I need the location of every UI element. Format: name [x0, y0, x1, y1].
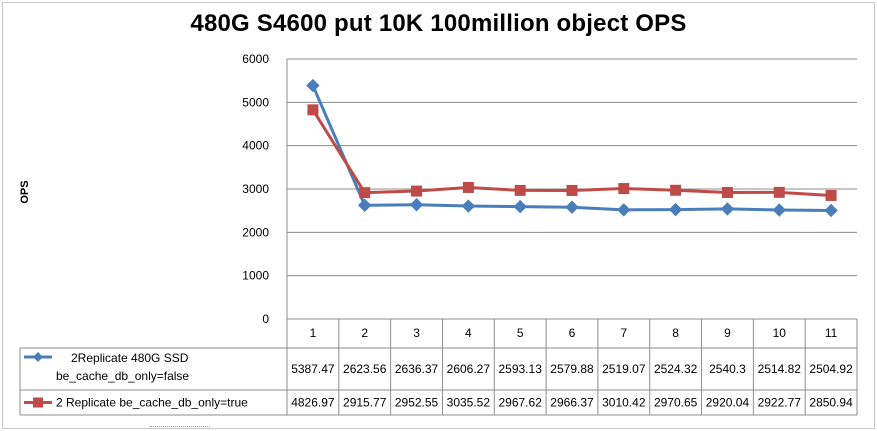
legend-key-marker	[33, 397, 43, 408]
chart-title: 480G S4600 put 10K 100million object OPS	[190, 10, 687, 37]
data-point	[670, 184, 682, 196]
x-tick-label: 3	[413, 326, 420, 340]
table-cell: 2967.62	[498, 396, 542, 410]
table-cell: 3010.42	[602, 396, 646, 410]
y-tick-label: 6000	[242, 52, 269, 66]
table-cell: 2514.82	[758, 362, 802, 376]
x-tick-label: 5	[517, 326, 524, 340]
x-tick-label: 1	[310, 326, 317, 340]
data-point	[617, 203, 631, 217]
table-cell: 2970.65	[654, 396, 698, 410]
data-point	[307, 104, 319, 116]
legend-label: be_cache_db_only=false	[56, 369, 189, 383]
data-point	[461, 199, 476, 213]
table-cell: 3035.52	[447, 396, 491, 410]
table-cell: 2922.77	[758, 396, 802, 410]
data-point	[409, 198, 424, 212]
legend-label: 2Replicate 480G SSD	[71, 351, 189, 365]
table-cell: 2636.37	[395, 362, 439, 376]
data-point	[824, 203, 838, 218]
data-point	[514, 184, 526, 196]
y-tick-label: 0	[262, 312, 269, 326]
table-cell: 2579.88	[550, 362, 594, 376]
table-cell: 2920.04	[706, 396, 750, 410]
table-cell: 2915.77	[343, 396, 387, 410]
data-point	[618, 183, 630, 195]
legend-key-marker	[33, 352, 43, 362]
divider	[150, 426, 210, 429]
table-cell: 4826.97	[291, 396, 335, 410]
table-cell: 2524.32	[654, 362, 698, 376]
y-tick-label: 4000	[242, 139, 269, 153]
table-cell: 2606.27	[447, 362, 491, 376]
y-tick-label: 5000	[242, 95, 269, 109]
y-tick-label: 2000	[242, 225, 269, 239]
data-point	[462, 181, 474, 193]
data-point	[566, 184, 578, 196]
table-cell: 2519.07	[602, 362, 646, 376]
table-cell: 2952.55	[395, 396, 439, 410]
table-cell: 2623.56	[343, 362, 387, 376]
table-cell: 2504.92	[809, 362, 853, 376]
x-tick-label: 4	[465, 326, 472, 340]
data-point	[668, 202, 683, 217]
x-tick-label: 11	[825, 326, 838, 340]
x-tick-label: 6	[569, 326, 576, 340]
data-point	[720, 202, 735, 216]
y-tick-label: 1000	[242, 269, 269, 283]
table-cell: 5387.47	[291, 362, 335, 376]
data-point	[306, 78, 320, 93]
data-point	[772, 203, 786, 217]
x-tick-label: 10	[773, 326, 787, 340]
x-tick-label: 8	[672, 326, 679, 340]
table-cell: 2966.37	[550, 396, 594, 410]
legend-label: 2 Replicate be_cache_db_only=true	[56, 396, 248, 410]
table-cell: 2850.94	[809, 396, 853, 410]
table-cell: 2540.3	[709, 362, 746, 376]
table-cell: 2593.13	[498, 362, 542, 376]
data-point	[721, 186, 733, 198]
data-point	[565, 200, 579, 214]
data-point	[411, 185, 423, 197]
x-tick-label: 7	[620, 326, 627, 340]
data-point	[773, 186, 785, 198]
x-tick-label: 2	[361, 326, 368, 340]
data-point	[825, 189, 837, 201]
y-tick-label: 3000	[242, 182, 269, 196]
data-point	[358, 198, 372, 213]
x-tick-label: 9	[724, 326, 731, 340]
data-point	[359, 187, 371, 199]
data-point	[513, 199, 527, 214]
series-line	[311, 109, 832, 197]
